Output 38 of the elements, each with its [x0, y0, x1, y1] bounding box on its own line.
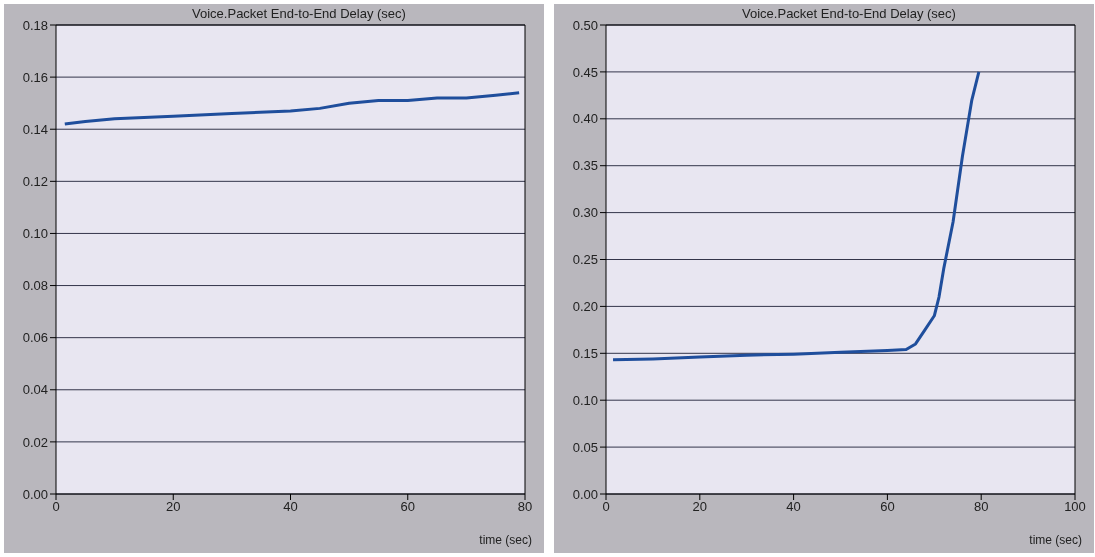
x-tick-label: 40 — [283, 499, 298, 515]
y-tick-label: 0.50 — [572, 17, 598, 33]
x-tick-label: 20 — [692, 499, 708, 515]
y-tick-label: 0.15 — [572, 345, 598, 361]
y-tick-label: 0.25 — [572, 252, 598, 268]
y-tick-label: 0.12 — [22, 173, 48, 189]
y-tick-label: 0.02 — [22, 434, 48, 450]
y-tick-label: 0.14 — [22, 121, 48, 137]
x-tick-label: 60 — [880, 499, 895, 515]
y-tick-label: 0.00 — [572, 486, 598, 502]
x-tick-label: 80 — [517, 499, 533, 515]
y-tick-label: 0.04 — [22, 382, 48, 398]
y-tick-label: 0.16 — [22, 69, 48, 85]
x-tick-label: 0 — [52, 499, 60, 515]
y-tick-label: 0.35 — [572, 158, 598, 174]
x-tick-label: 80 — [973, 499, 989, 515]
y-tick-label: 0.08 — [22, 278, 48, 294]
x-tick-label: 40 — [786, 499, 801, 515]
y-tick-label: 0.20 — [572, 299, 598, 315]
x-tick-label: 100 — [1064, 499, 1086, 515]
y-tick-label: 0.05 — [572, 439, 598, 455]
y-tick-label: 0.30 — [572, 205, 598, 221]
chart-title: Voice.Packet End-to-End Delay (sec) — [191, 6, 407, 21]
line-series — [63, 91, 521, 126]
x-axis-title: time (sec) — [479, 533, 532, 547]
y-tick-label: 0.10 — [22, 226, 48, 242]
y-tick-label: 0.10 — [572, 392, 598, 408]
chart-title: Voice.Packet End-to-End Delay (sec) — [741, 6, 957, 21]
y-tick-label: 0.00 — [22, 486, 48, 502]
line-series — [611, 70, 981, 362]
y-tick-label: 0.06 — [22, 330, 48, 346]
y-tick-label: 0.18 — [22, 17, 48, 33]
x-axis-title: time (sec) — [1029, 533, 1082, 547]
y-tick-label: 0.40 — [572, 111, 598, 127]
x-tick-label: 60 — [400, 499, 415, 515]
x-tick-label: 20 — [166, 499, 181, 515]
x-tick-label: 0 — [602, 499, 610, 515]
y-tick-label: 0.45 — [572, 64, 598, 80]
